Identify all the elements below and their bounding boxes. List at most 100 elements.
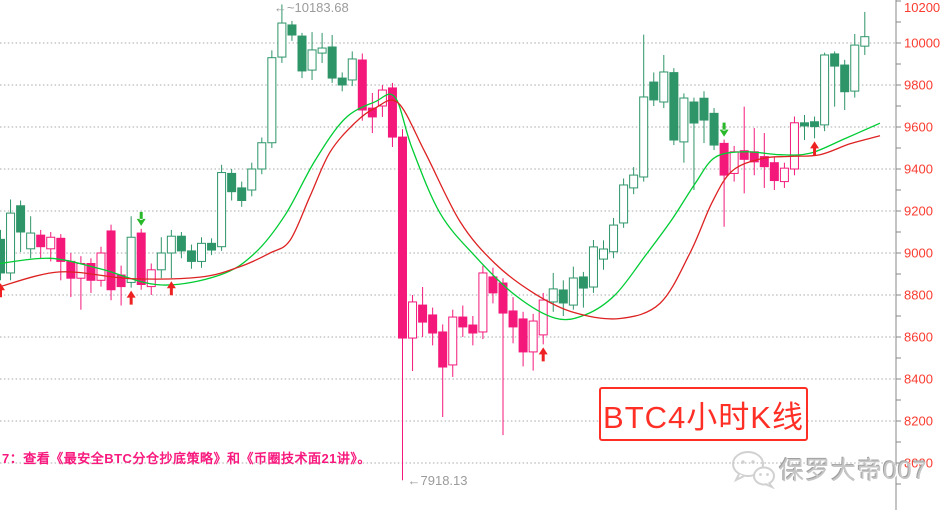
candle-body	[337, 77, 347, 86]
candle	[186, 244, 196, 269]
candle	[518, 311, 528, 367]
promo-text: 7：查看《最安全BTC分仓抄底策略》和《币圈技术面21讲》。	[2, 451, 371, 466]
candle-body	[277, 22, 287, 58]
candle	[26, 216, 36, 259]
candle	[538, 292, 548, 345]
buy-arrow-icon	[0, 283, 5, 298]
candle	[498, 278, 508, 436]
candle-body	[36, 234, 46, 248]
y-axis-label: 9600	[904, 120, 933, 135]
candle	[578, 271, 588, 308]
candle-body	[136, 232, 146, 286]
candle-body	[197, 242, 206, 262]
candle	[96, 246, 106, 287]
candle-body	[146, 269, 156, 288]
candle	[810, 116, 820, 139]
candle	[478, 265, 488, 340]
candle	[166, 229, 176, 279]
ma-fast-green	[0, 93, 881, 321]
candle	[488, 267, 498, 304]
candle	[789, 116, 799, 176]
candle	[528, 313, 538, 371]
candlesticks	[0, 4, 870, 481]
candle	[418, 287, 428, 337]
y-axis-label: 10000	[904, 36, 940, 51]
candle	[207, 238, 217, 256]
candle	[779, 162, 789, 188]
candle	[86, 258, 96, 293]
candle-body	[719, 142, 729, 176]
candle	[337, 72, 347, 92]
candle-body	[669, 72, 679, 141]
watermark-text: 保罗大帝007	[779, 457, 928, 485]
candle-body	[518, 318, 528, 353]
candle	[297, 32, 307, 79]
y-axis-label: 10200	[904, 0, 940, 15]
candle	[176, 232, 186, 259]
candle-body	[247, 168, 257, 191]
candle-body	[126, 236, 136, 283]
candle	[508, 297, 518, 344]
candle	[317, 32, 327, 63]
candle-body	[408, 301, 418, 339]
candle-body	[287, 24, 297, 36]
candle-body	[709, 112, 719, 146]
candle	[0, 229, 5, 281]
y-axis-label: 8400	[904, 372, 933, 387]
candle	[438, 324, 448, 418]
candle-body	[186, 250, 196, 262]
candle	[820, 52, 830, 132]
candle	[649, 72, 659, 106]
wechat-icon	[732, 451, 775, 489]
candle-body	[779, 167, 789, 183]
candle-body	[0, 238, 5, 274]
candle	[307, 32, 317, 80]
candle	[840, 59, 850, 110]
candle	[860, 11, 870, 55]
candle-body	[217, 172, 227, 248]
candle-body	[56, 237, 66, 262]
y-axis-label: 8200	[904, 414, 933, 429]
candle	[277, 4, 287, 63]
candle	[568, 266, 578, 310]
peak-price-label: ←~10183.68	[273, 0, 349, 15]
candle-body	[297, 35, 307, 72]
candle-body	[438, 331, 448, 368]
candle-body	[759, 156, 769, 168]
candle-body	[699, 97, 709, 121]
candle-body	[860, 36, 870, 47]
buy-arrow-icon	[126, 290, 136, 305]
y-axis-label: 9800	[904, 78, 933, 93]
candle	[639, 34, 649, 182]
candle	[126, 216, 136, 288]
candle-body	[317, 47, 327, 54]
ma-slow-red	[0, 99, 881, 320]
buy-arrow-icon	[810, 141, 820, 156]
candle-body	[488, 276, 498, 294]
candle	[830, 51, 840, 107]
buy-arrow-icon	[166, 281, 176, 296]
candle-body	[568, 277, 578, 306]
candle-body	[739, 150, 749, 160]
candle	[599, 240, 608, 270]
candle-body	[418, 304, 428, 323]
candle	[66, 253, 76, 298]
candle	[217, 164, 227, 251]
y-axis-label: 9400	[904, 162, 933, 177]
candle-body	[558, 289, 568, 304]
candle	[629, 167, 639, 195]
candle-body	[398, 136, 407, 339]
candle-body	[468, 324, 478, 334]
candle	[16, 200, 26, 252]
candle-body	[548, 288, 558, 303]
chart-title-box: BTC4小时K线	[599, 387, 808, 441]
y-axis-label: 9200	[904, 204, 933, 219]
candle-body	[478, 272, 488, 333]
candle	[548, 272, 558, 312]
candle	[458, 305, 468, 337]
candle	[689, 97, 699, 190]
candle	[156, 237, 166, 279]
candle-body	[227, 172, 237, 193]
sell-arrow-icon	[136, 211, 146, 226]
